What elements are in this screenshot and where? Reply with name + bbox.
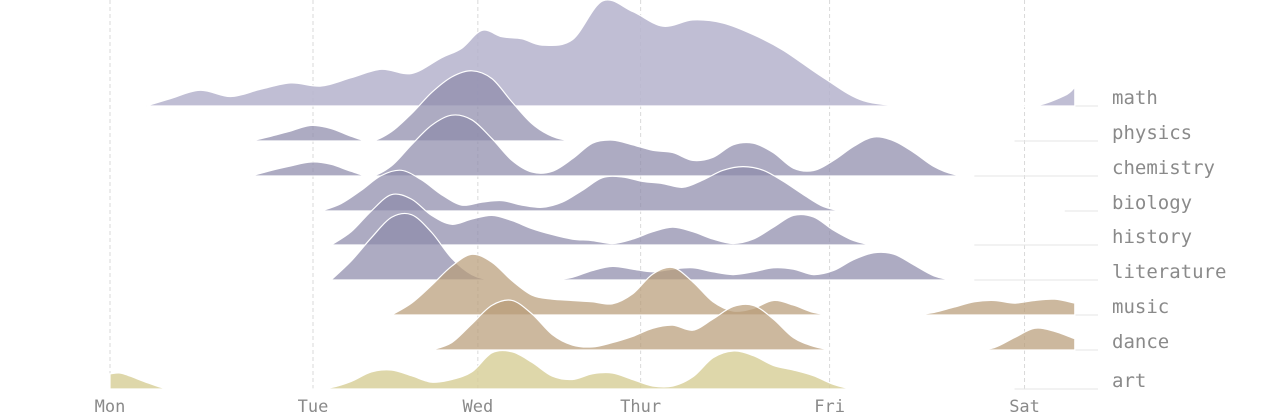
x-axis-tick-labels: Mon Tue Wed Thur Fri Sat	[95, 397, 1040, 417]
series-label-history: history	[1112, 226, 1192, 248]
ridge-series	[109, 0, 1098, 390]
series-label-biology: biology	[1112, 192, 1192, 214]
tick-label-thur: Thur	[620, 397, 661, 417]
ridge-chemistry	[250, 114, 975, 177]
series-label-literature: literature	[1112, 261, 1226, 283]
tick-label-wed: Wed	[462, 397, 493, 417]
ridge-literature	[329, 212, 975, 281]
ridge-biology	[320, 165, 1065, 212]
series-label-art: art	[1112, 370, 1146, 392]
series-label-chemistry: chemistry	[1112, 157, 1215, 179]
ridge-dance	[431, 299, 1076, 351]
ridge-history	[329, 193, 975, 246]
series-label-music: music	[1112, 296, 1169, 318]
series-label-math: math	[1112, 87, 1158, 109]
series-label-dance: dance	[1112, 331, 1169, 353]
ridge-art	[109, 349, 1015, 390]
tick-label-fri: Fri	[814, 397, 845, 417]
tick-label-mon: Mon	[95, 397, 126, 417]
series-label-physics: physics	[1112, 122, 1192, 144]
ridge-math	[146, 0, 1076, 108]
tick-label-tue: Tue	[298, 397, 329, 417]
series-labels: math physics chemistry biology history litera…	[1112, 87, 1226, 392]
tick-label-sat: Sat	[1009, 397, 1040, 417]
